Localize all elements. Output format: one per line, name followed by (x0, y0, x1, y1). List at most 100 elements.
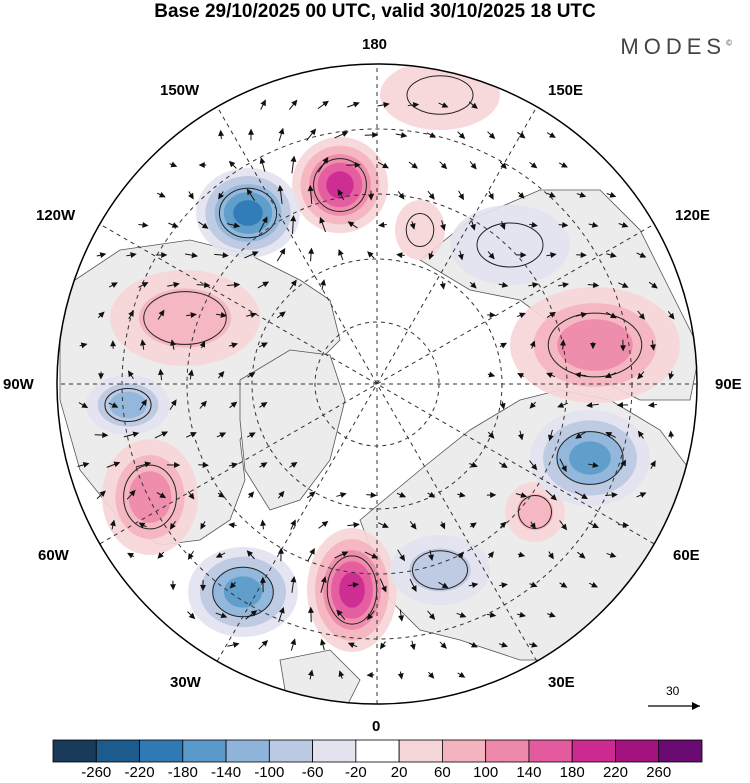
wind-arrow-head (99, 490, 106, 497)
wind-arrow-head (668, 312, 675, 320)
wind-arrow-head (488, 371, 496, 378)
wind-arrow-head (639, 252, 647, 258)
wind-arrow-head (290, 519, 296, 527)
lon-label-150e: 150E (548, 82, 584, 99)
wind-arrow-head (250, 312, 257, 318)
colorbar-swatch (398, 739, 443, 763)
wind-arrow-head (204, 282, 211, 289)
colorbar-swatch (225, 739, 270, 763)
anomaly-high-ural (505, 482, 565, 542)
wind-arrow-head (370, 492, 377, 498)
lon-label-90w: 90W (3, 376, 34, 393)
colorbar-swatch (441, 739, 487, 763)
colorbar-swatch (658, 739, 703, 763)
wind-arrow-head (500, 342, 508, 349)
colorbar-swatch (139, 739, 184, 763)
brand-name: MODES (620, 34, 727, 59)
wind-arrow-head (549, 611, 556, 618)
wind-arrow-head (440, 642, 447, 649)
wind-arrow-head (550, 494, 557, 501)
wind-arrow-head (591, 582, 598, 588)
copyright-mark: © (726, 38, 732, 48)
wind-arrow-head (428, 672, 435, 679)
wind-arrow-head (561, 221, 569, 228)
wind-arrow-head (199, 340, 206, 348)
wind-arrow-head (320, 576, 327, 583)
wind-arrow-head (428, 253, 435, 260)
anomaly-low-north-atlantic (188, 547, 298, 637)
wind-arrow-head (200, 584, 206, 592)
colorbar-tick-label: 100 (473, 764, 499, 781)
wind-arrow-head (647, 401, 655, 408)
wind-arrow-head (620, 459, 626, 467)
colorbar-tick-label: -260 (81, 764, 112, 781)
wind-arrow-head (188, 612, 196, 620)
wind-arrow-head (397, 673, 404, 680)
wind-arrow-head (637, 430, 644, 438)
wind-arrow-head (102, 432, 109, 439)
colorbar-tick-label: 260 (646, 764, 672, 781)
wind-arrow-head (518, 551, 526, 558)
lon-label-60e: 60E (673, 547, 700, 564)
wind-arrow-head (400, 132, 408, 138)
wind-arrow-head (520, 492, 528, 498)
wind-arrow-head (98, 311, 105, 318)
wind-arrow-head (500, 462, 508, 469)
colorbar-tick-label: 220 (602, 764, 628, 781)
wind-arrow-head (173, 281, 180, 288)
lon-label-120w: 120W (36, 207, 76, 224)
wind-arrow-head (309, 128, 317, 136)
lon-label-90e: 90E (715, 376, 742, 393)
lon-label-180: 180 (362, 36, 388, 53)
wind-arrow-head (128, 310, 134, 317)
wind-arrow-head (548, 434, 554, 442)
wind-arrow-head (592, 522, 599, 529)
wind-arrow-head (439, 522, 446, 530)
wind-arrow-head (336, 609, 343, 617)
wind-arrow-head (231, 462, 239, 469)
wind-arrow-head (261, 342, 268, 348)
wind-arrow-head (322, 156, 329, 164)
wind-arrow-head (531, 463, 538, 471)
wind-arrow-head (127, 370, 134, 378)
wind-arrow-head (622, 522, 630, 528)
wind-arrow-head (378, 221, 385, 228)
wind-arrow-head (529, 402, 536, 409)
wind-arrow-head (307, 606, 314, 613)
wind-arrow-head (399, 492, 407, 498)
wind-arrow-head (248, 128, 254, 135)
colorbar-tick-label: -220 (124, 764, 155, 781)
anomaly-high-north-pacific (292, 137, 388, 233)
wind-arrow-head (261, 640, 269, 647)
wind-arrow-head (592, 462, 599, 468)
wind-arrow-head (251, 251, 259, 257)
wind-arrow-head (190, 312, 197, 318)
wind-arrow-head (157, 552, 164, 559)
wind-arrow-head (409, 222, 416, 230)
wind-arrow-head (142, 221, 149, 228)
wind-arrow-head (519, 611, 526, 618)
wind-arrow-head (639, 492, 647, 498)
wind-arrow-head (260, 462, 268, 468)
wind-arrow-head (518, 132, 526, 139)
wind-arrow-head (500, 521, 507, 529)
wind-arrow-head (309, 547, 315, 555)
wind-arrow-head (353, 101, 360, 108)
wind-arrow-head (383, 101, 390, 108)
wind-arrow-head (428, 613, 436, 620)
wind-arrow-head (308, 247, 315, 254)
colorbar-swatch (312, 739, 357, 763)
wind-arrow-head (580, 312, 588, 318)
wind-arrow-head (200, 522, 206, 530)
wind-arrow-head (398, 615, 405, 622)
wind-arrow-head (501, 281, 509, 288)
wind-arrow-head (191, 252, 199, 259)
reference-vector (648, 702, 700, 710)
wind-arrow-head (111, 402, 119, 408)
wind-arrow-head (170, 399, 177, 407)
wind-arrow-head (650, 460, 656, 468)
wind-arrow-head (202, 462, 209, 468)
wind-arrow-head (557, 402, 564, 408)
wind-arrow-head (353, 521, 360, 528)
wind-arrow-head (246, 188, 253, 196)
